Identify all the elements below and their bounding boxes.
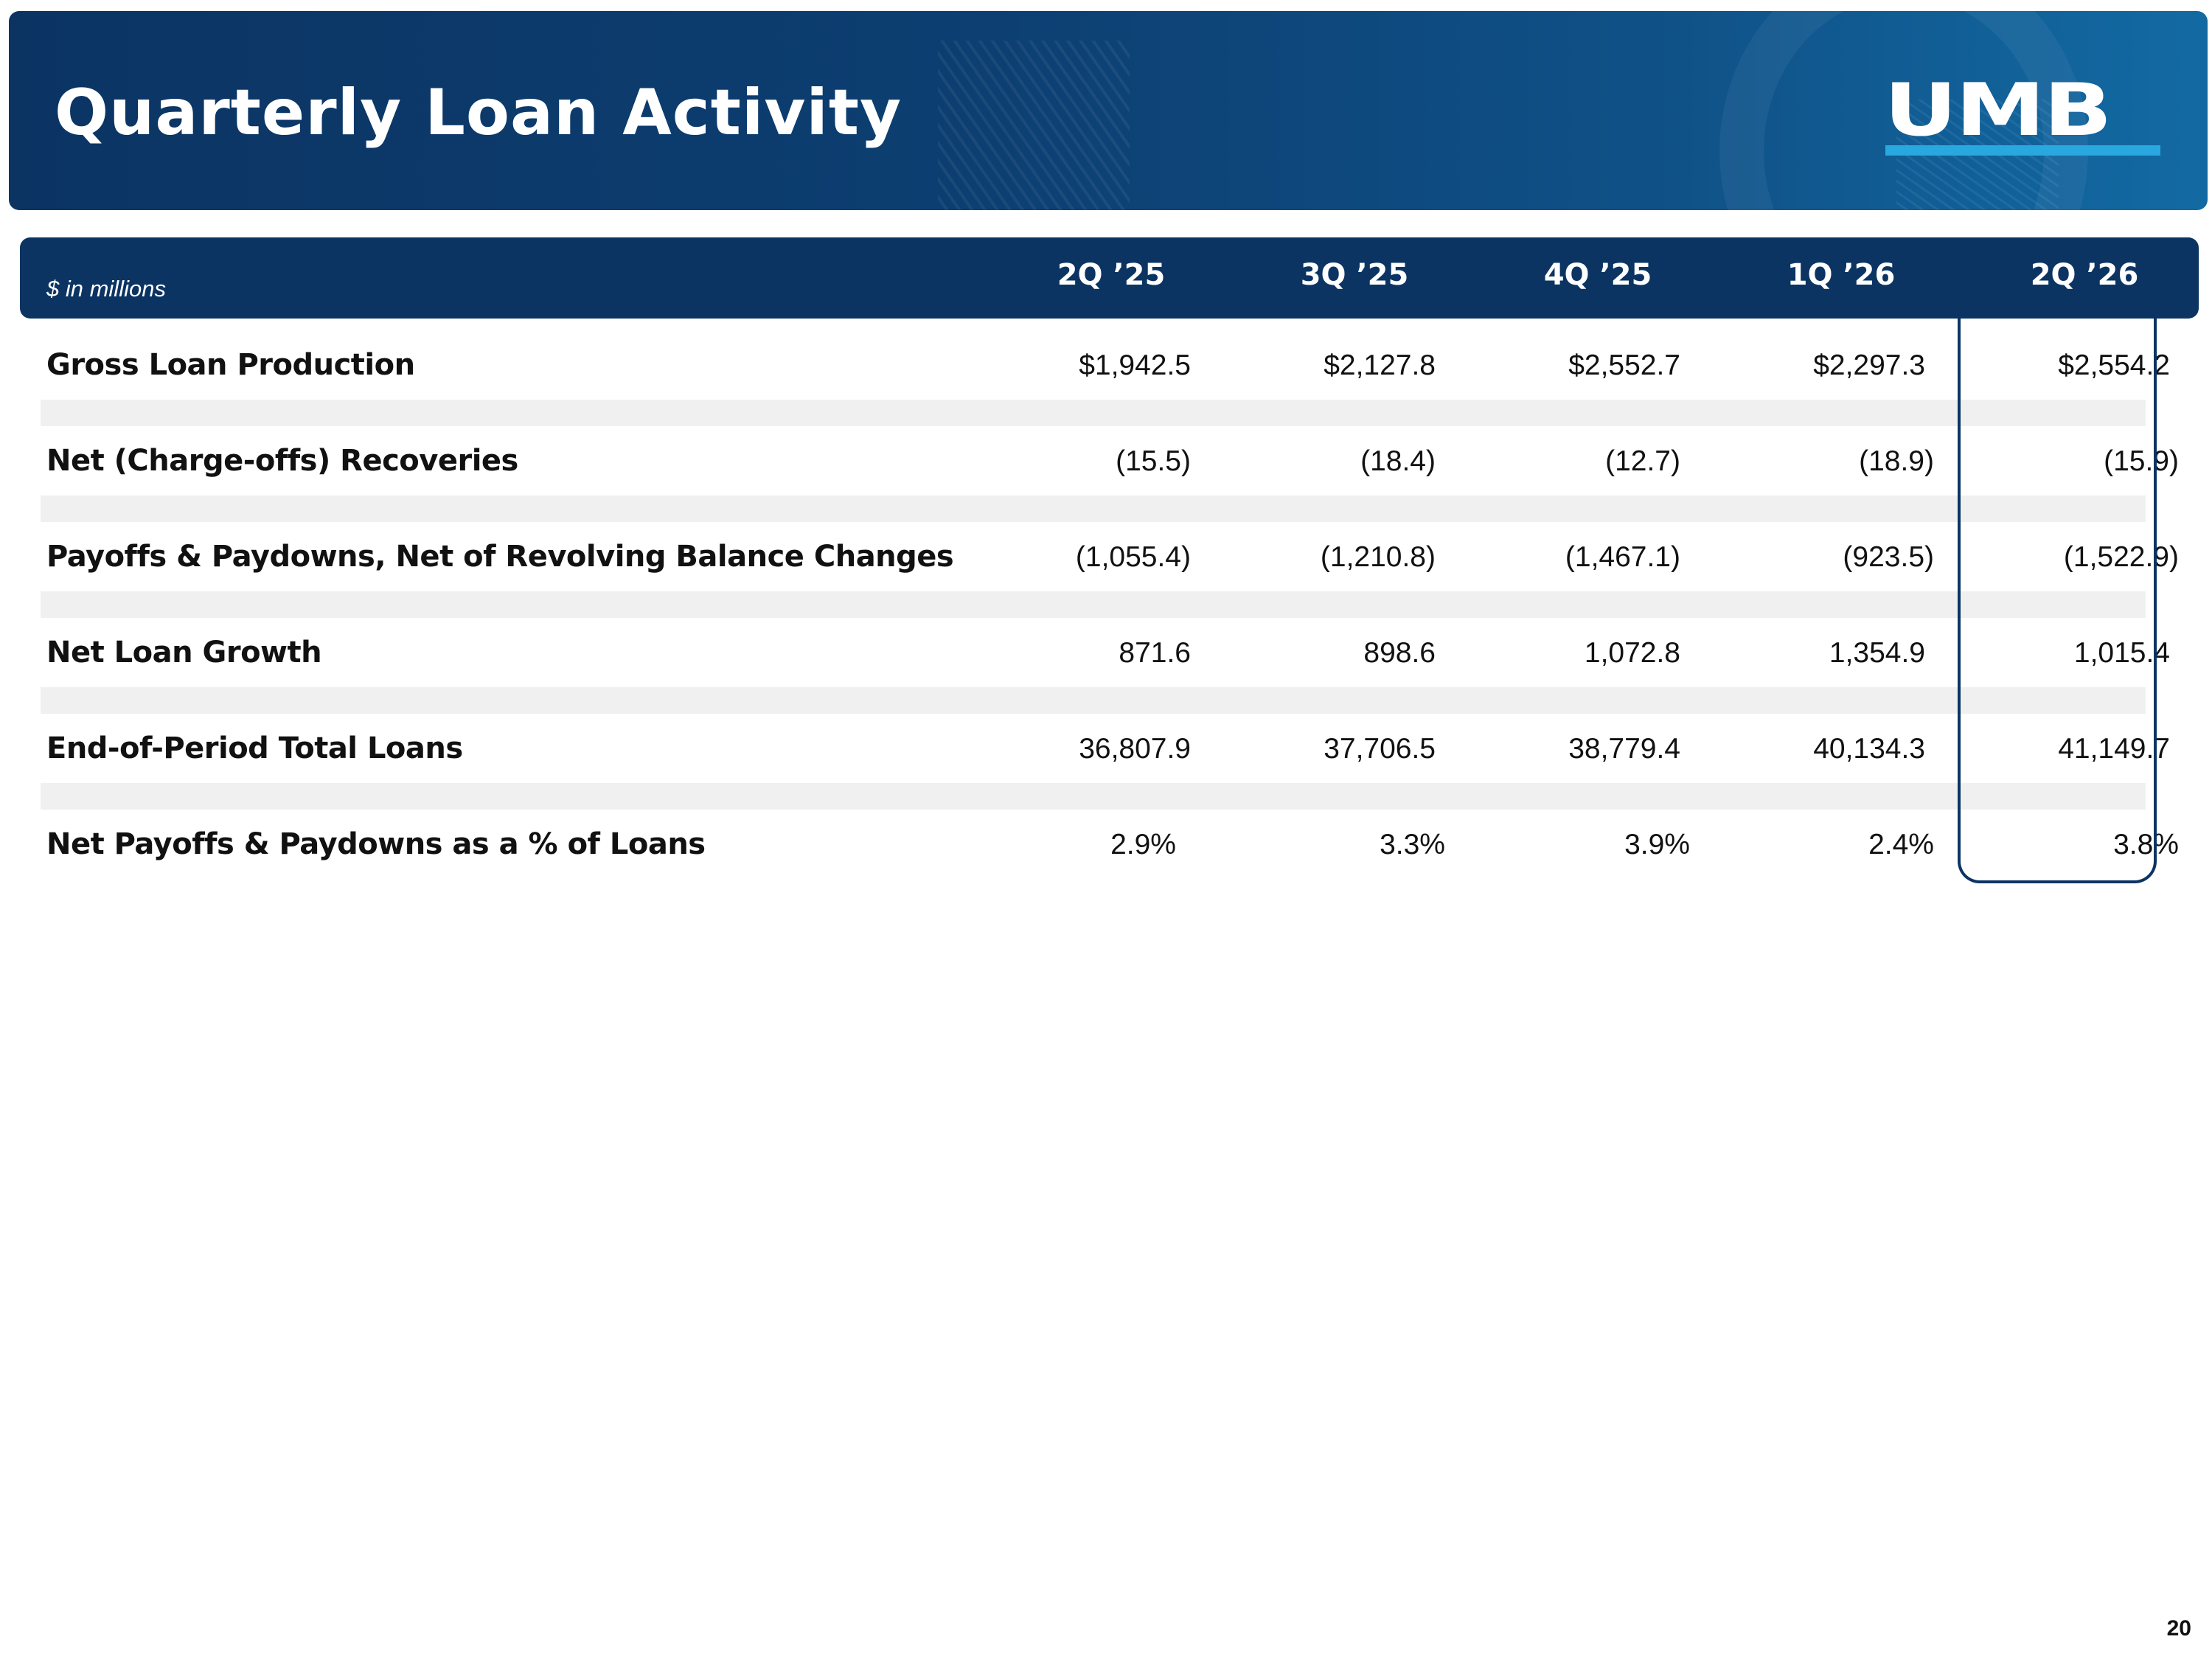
table-row: Net (Charge-offs) Recoveries (15.5) (18.… <box>41 426 2179 494</box>
table-cell: $1,942.5 <box>1079 349 1191 381</box>
table-cell: 3.3% <box>1380 829 1445 860</box>
table-cell: 2.9% <box>1110 829 1176 860</box>
table-row: Net Loan Growth 871.6 898.6 1,072.8 1,35… <box>41 618 2170 686</box>
table-cell: (18.9) <box>1859 445 1934 477</box>
table-cell: (12.7) <box>1605 445 1680 477</box>
table-cell: $2,297.3 <box>1813 349 1925 381</box>
page-number: 20 <box>2166 1616 2191 1641</box>
table-cell: (1,467.1) <box>1565 541 1680 573</box>
table-cell: (15.9) <box>2104 445 2179 477</box>
table-cell: 3.8% <box>2113 829 2179 860</box>
row-separator <box>41 687 2146 714</box>
column-header-3q25: 3Q ’25 <box>1300 258 1409 292</box>
table-cell: 2.4% <box>1868 829 1934 860</box>
table-cell: $2,552.7 <box>1568 349 1680 381</box>
table-cell: (1,522.9) <box>2063 541 2179 573</box>
table-cell: 1,354.9 <box>1829 637 1925 669</box>
table-cell: (15.5) <box>1116 445 1191 477</box>
page-title: Quarterly Loan Activity <box>55 76 902 150</box>
units-label: $ in millions <box>46 276 166 302</box>
table-cell: 871.6 <box>1119 637 1191 669</box>
table-cell: 41,149.7 <box>2058 733 2170 765</box>
table-cell: 3.9% <box>1624 829 1690 860</box>
logo-underline <box>1885 145 2160 156</box>
table-cell: $2,127.8 <box>1324 349 1436 381</box>
column-header-1q26: 1Q ’26 <box>1787 258 1896 292</box>
header-banner: Quarterly Loan Activity UMB <box>9 11 2208 210</box>
row-label: Payoffs & Paydowns, Net of Revolving Bal… <box>46 540 954 574</box>
table-cell: $2,554.2 <box>2058 349 2170 381</box>
row-separator <box>41 783 2146 810</box>
table-cell: (1,210.8) <box>1320 541 1436 573</box>
row-label: End-of-Period Total Loans <box>46 731 463 765</box>
highlighted-column-outline <box>1958 317 2157 883</box>
row-label: Net Loan Growth <box>46 636 322 669</box>
row-label: Net Payoffs & Paydowns as a % of Loans <box>46 827 706 861</box>
table-row: End-of-Period Total Loans 36,807.9 37,70… <box>41 714 2170 782</box>
column-header-2q25: 2Q ’25 <box>1057 258 1166 292</box>
table-cell: 1,072.8 <box>1584 637 1680 669</box>
table-header: $ in millions 2Q ’25 3Q ’25 4Q ’25 1Q ’2… <box>20 237 2199 319</box>
table-cell: (923.5) <box>1843 541 1934 573</box>
row-separator <box>41 495 2146 522</box>
umb-logo: UMB <box>1884 74 2164 159</box>
row-label: Net (Charge-offs) Recoveries <box>46 444 518 478</box>
table-cell: (18.4) <box>1360 445 1436 477</box>
row-label: Gross Loan Production <box>46 348 415 382</box>
table-cell: 898.6 <box>1363 637 1436 669</box>
table-cell: 37,706.5 <box>1324 733 1436 765</box>
table-row: Payoffs & Paydowns, Net of Revolving Bal… <box>41 522 2179 590</box>
table-cell: (1,055.4) <box>1075 541 1191 573</box>
table-cell: 40,134.3 <box>1813 733 1925 765</box>
banner-decoration <box>938 41 1130 210</box>
row-separator <box>41 591 2146 618</box>
table-row: Gross Loan Production $1,942.5 $2,127.8 … <box>41 330 2170 398</box>
column-header-4q25: 4Q ’25 <box>1543 258 1652 292</box>
table-cell: 38,779.4 <box>1568 733 1680 765</box>
row-separator <box>41 400 2146 426</box>
table-cell: 36,807.9 <box>1079 733 1191 765</box>
logo-wordmark: UMB <box>1884 69 2112 153</box>
table-row: Net Payoffs & Paydowns as a % of Loans 2… <box>41 810 2179 877</box>
column-header-2q26: 2Q ’26 <box>2030 258 2139 292</box>
